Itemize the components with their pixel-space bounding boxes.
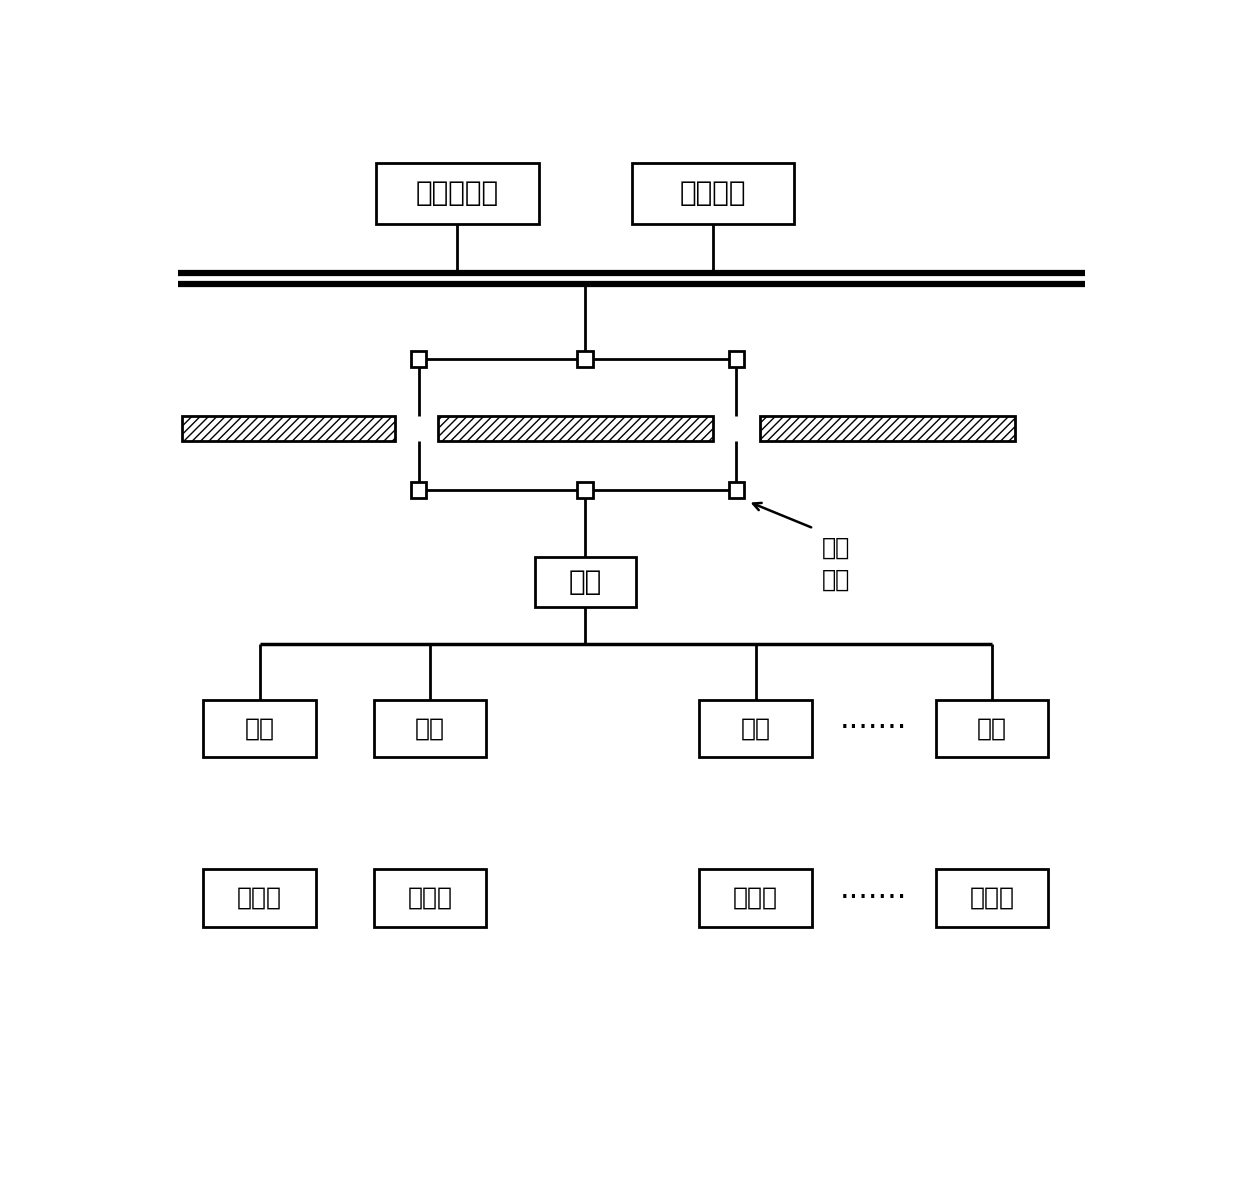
- Bar: [376, 163, 538, 225]
- Text: 以太
环网: 以太 环网: [821, 537, 849, 592]
- Bar: [374, 869, 486, 927]
- Bar: [410, 351, 427, 367]
- Bar: [936, 700, 1048, 758]
- Text: 胶带机: 胶带机: [970, 885, 1014, 911]
- Text: 胶带机: 胶带机: [733, 885, 779, 911]
- Text: 胶带机: 胶带机: [408, 885, 453, 911]
- Bar: [438, 416, 713, 441]
- Text: 分站: 分站: [244, 717, 274, 741]
- Text: 分站: 分站: [977, 717, 1007, 741]
- Bar: [410, 483, 427, 497]
- Bar: [699, 869, 812, 927]
- Bar: [182, 416, 396, 441]
- Text: ·······: ·······: [841, 715, 908, 743]
- Text: 主站: 主站: [568, 569, 601, 596]
- Bar: [729, 483, 744, 497]
- Text: 备用工控机: 备用工控机: [415, 179, 498, 208]
- Bar: [203, 869, 316, 927]
- Bar: [699, 700, 812, 758]
- Text: ·······: ·······: [841, 883, 908, 913]
- Bar: [203, 700, 316, 758]
- Bar: [936, 869, 1048, 927]
- Text: 分站: 分站: [740, 717, 770, 741]
- Bar: [578, 483, 593, 497]
- Text: 主工控机: 主工控机: [680, 179, 746, 208]
- Bar: [578, 351, 593, 367]
- Bar: [374, 700, 486, 758]
- Text: 分站: 分站: [415, 717, 445, 741]
- Bar: [534, 557, 635, 607]
- Text: 胶带机: 胶带机: [237, 885, 283, 911]
- Bar: [729, 351, 744, 367]
- Bar: [631, 163, 795, 225]
- Bar: [759, 416, 1016, 441]
